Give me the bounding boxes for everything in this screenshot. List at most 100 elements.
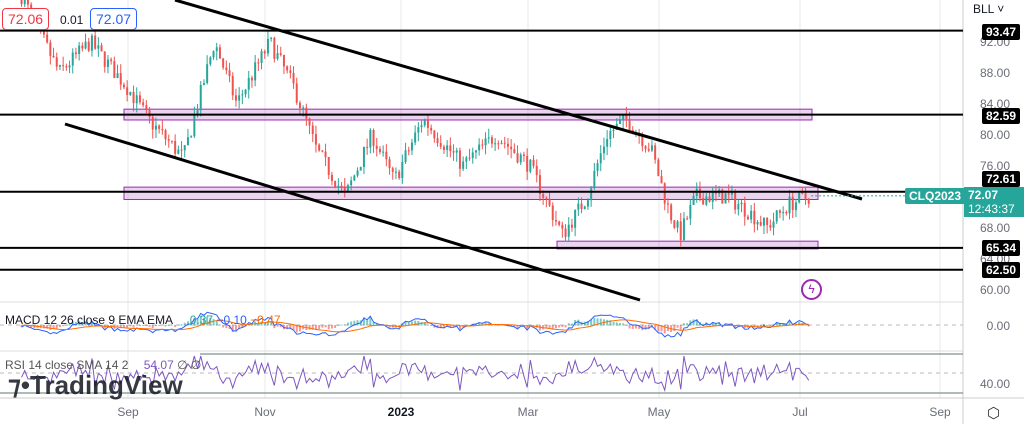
candle-body xyxy=(94,35,97,49)
macd-histogram-bar xyxy=(337,325,340,326)
macd-histogram-bar xyxy=(657,325,660,332)
candle-body xyxy=(564,228,567,237)
candle-body xyxy=(311,125,314,135)
candle-body xyxy=(314,134,317,145)
macd-histogram-bar xyxy=(634,325,637,329)
candle-body xyxy=(449,145,452,152)
candle-body xyxy=(375,145,378,149)
candle-body xyxy=(391,168,394,172)
macd-histogram-bar xyxy=(225,325,228,329)
scale-menu[interactable]: BLL ˅ xyxy=(973,2,1004,16)
candle-body xyxy=(446,145,449,150)
candle-body xyxy=(215,47,218,52)
rsi-line xyxy=(21,355,810,393)
macd-histogram-bar xyxy=(500,324,503,326)
macd-histogram-bar xyxy=(228,325,231,329)
rsi-40-tick: 40.00 xyxy=(979,377,1010,391)
candle-body xyxy=(308,118,311,126)
ask-price-box[interactable]: 72.07 xyxy=(90,8,138,30)
scale-menu-label: BLL xyxy=(973,2,994,16)
last-price-box: 72.07 12:43:37 xyxy=(964,187,1024,217)
candle-body xyxy=(23,0,26,5)
candle-body xyxy=(158,125,161,129)
macd-histogram-bar xyxy=(324,325,327,328)
macd-histogram-bar xyxy=(609,320,612,326)
symbol-label: CLQ2023 xyxy=(905,188,966,204)
candle-body xyxy=(410,142,413,151)
level-label-72: 72.61 xyxy=(981,171,1020,187)
candle-body xyxy=(727,193,730,195)
macd-histogram-bar xyxy=(138,325,141,327)
candle-body xyxy=(129,91,132,95)
macd-histogram-bar xyxy=(135,324,138,326)
macd-histogram-bar xyxy=(218,324,221,326)
rsi-legend[interactable]: RSI 14 close SMA 14 2 54.07 ∅ ∅ xyxy=(5,358,201,372)
macd-histogram-bar xyxy=(161,324,164,326)
candle-body xyxy=(126,87,129,95)
candle-body xyxy=(327,157,330,175)
candle-body xyxy=(510,146,513,150)
macd-histogram-bar xyxy=(270,322,273,326)
tradingview-watermark: ⁊•TradingView xyxy=(8,370,183,401)
candle-body xyxy=(442,146,445,150)
macd-histogram-bar xyxy=(100,325,103,326)
candle-body xyxy=(241,94,244,96)
level-label-62: 62.50 xyxy=(981,262,1020,278)
candle-body xyxy=(500,142,503,144)
lightning-icon[interactable]: ϟ xyxy=(801,279,822,300)
macd-histogram-bar xyxy=(561,325,564,327)
candle-body xyxy=(663,183,666,204)
candle-body xyxy=(724,193,727,204)
macd-histogram-bar xyxy=(193,318,196,326)
macd-histogram-bar xyxy=(775,321,778,326)
bid-price-box[interactable]: 72.06 xyxy=(2,8,50,30)
candle-body xyxy=(151,116,154,130)
macd-histogram-bar xyxy=(538,325,541,331)
macd-histogram-bar xyxy=(55,325,58,329)
candle-body xyxy=(218,47,221,59)
candle-body xyxy=(394,171,397,173)
macd-histogram-bar xyxy=(452,325,455,328)
macd-histogram-bar xyxy=(686,323,689,326)
candle-body xyxy=(561,224,564,229)
macd-histogram-bar xyxy=(679,325,682,330)
candle-body xyxy=(266,38,269,54)
macd-line xyxy=(21,311,809,338)
macd-histogram-bar xyxy=(129,325,132,327)
candle-body xyxy=(641,136,644,147)
candle-body xyxy=(583,206,586,209)
candle-body xyxy=(807,198,810,204)
macd-histogram-bar xyxy=(622,323,625,326)
candle-body xyxy=(673,220,676,228)
macd-histogram-bar xyxy=(606,319,609,326)
candle-body xyxy=(586,200,589,207)
candle-body xyxy=(458,150,461,169)
macd-histogram-bar xyxy=(593,317,596,326)
candle-body xyxy=(164,130,167,140)
candle-body xyxy=(286,66,289,71)
candle-body xyxy=(545,197,548,199)
candle-body xyxy=(570,224,573,228)
macd-histogram-bar xyxy=(199,315,202,326)
candle-body xyxy=(625,114,628,119)
macd-histogram-bar xyxy=(250,324,253,326)
candle-body xyxy=(222,58,225,68)
macd-histogram-bar xyxy=(276,325,279,327)
candle-body xyxy=(503,142,506,144)
macd-legend[interactable]: MACD 12 26 close 9 EMA EMA 0.37 −0.10 −0… xyxy=(5,313,281,327)
candle-body xyxy=(199,84,202,111)
time-tick: Nov xyxy=(254,405,276,419)
macd-histogram-bar xyxy=(62,325,65,327)
candle-body xyxy=(759,221,762,226)
candle-body xyxy=(439,143,442,147)
macd-histogram-bar xyxy=(426,324,429,326)
macd-histogram-bar xyxy=(404,321,407,326)
gear-hexagon-icon[interactable]: ⬡ xyxy=(987,405,1001,422)
macd-histogram-bar xyxy=(449,325,452,328)
candle-body xyxy=(369,130,372,148)
macd-histogram-bar xyxy=(65,325,68,326)
macd-histogram-bar xyxy=(596,318,599,326)
macd-signal-value: −0.47 xyxy=(250,313,281,327)
macd-histogram-bar xyxy=(215,320,218,326)
